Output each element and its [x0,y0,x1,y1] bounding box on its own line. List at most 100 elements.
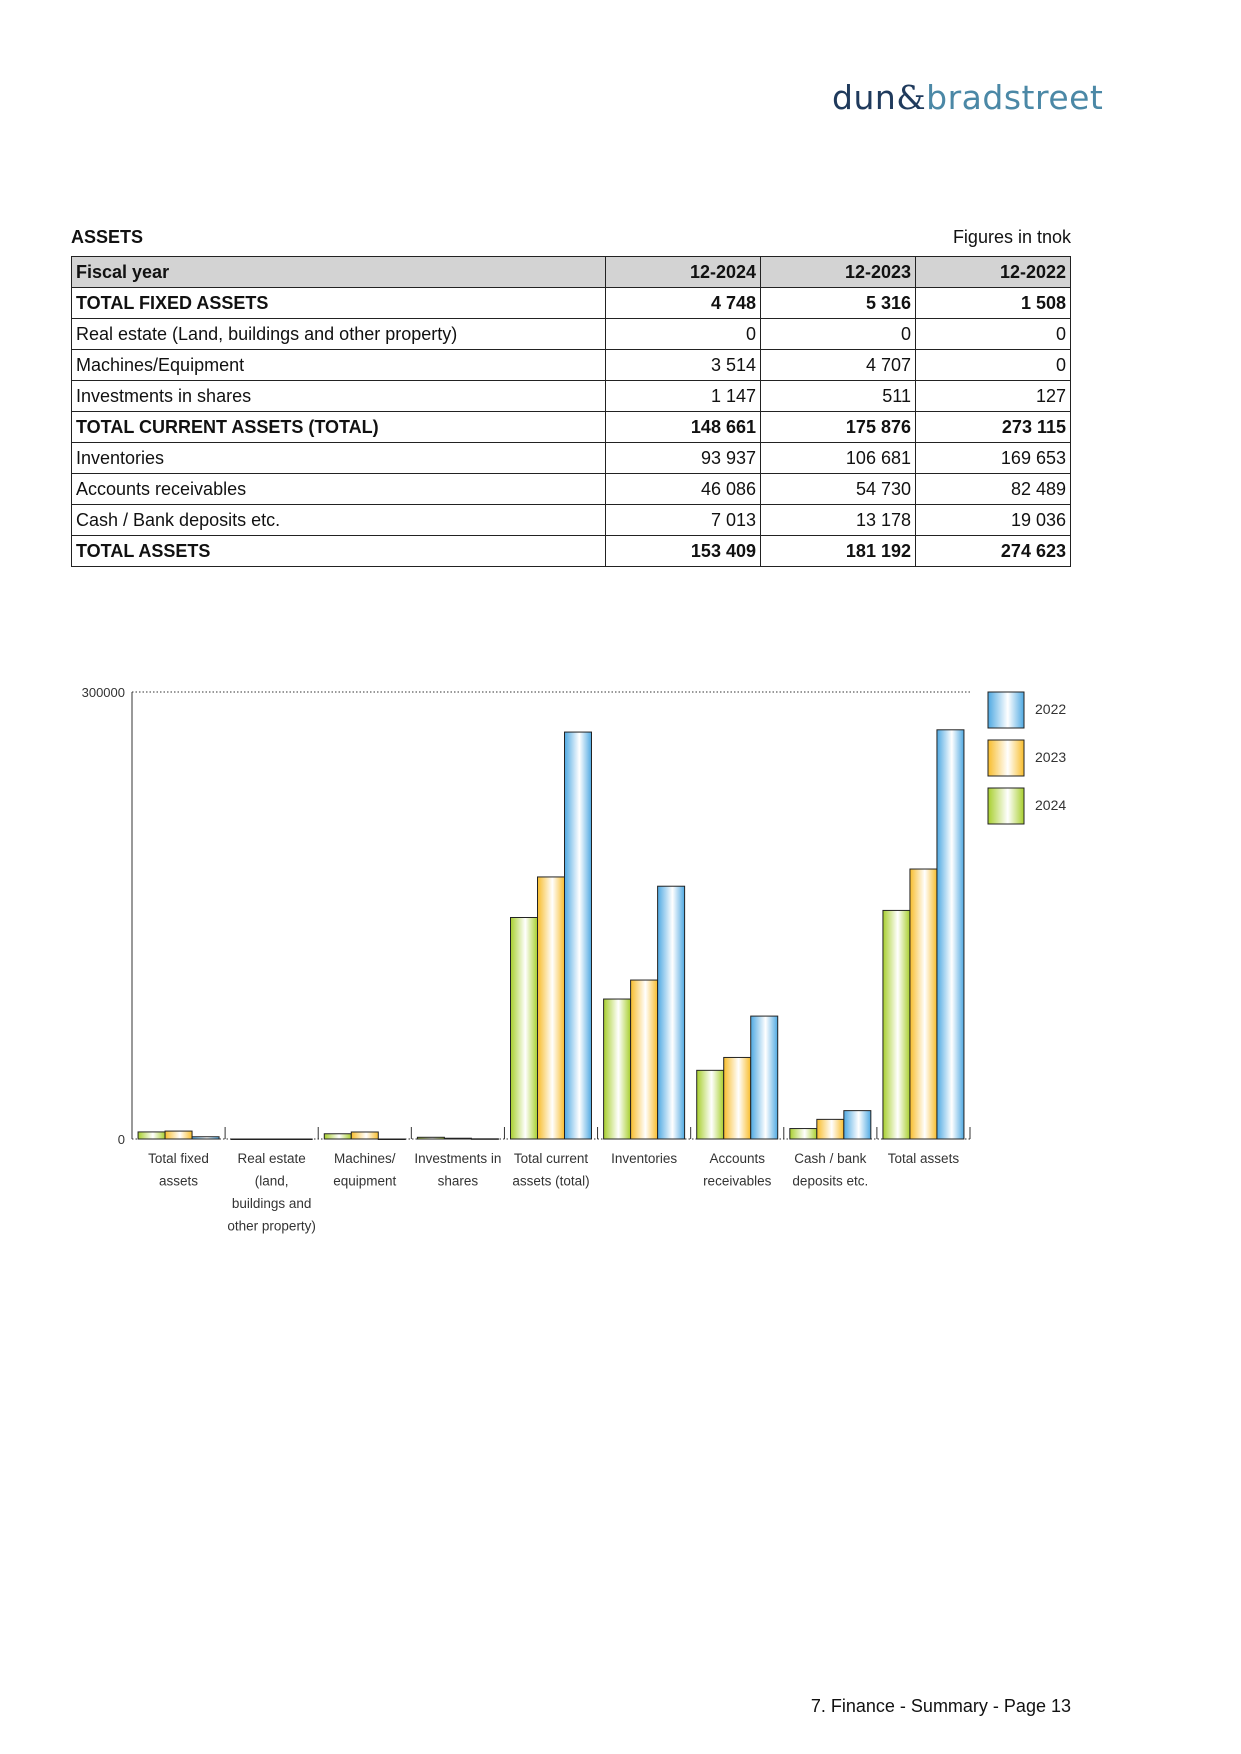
dun-bradstreet-logo: dun&bradstreet [832,78,1104,117]
row-label: Real estate (Land, buildings and other p… [71,318,606,350]
bar-2023-0 [164,1130,193,1140]
x-tick-label: Total fixed [148,1151,209,1166]
value-cell: 5 316 [760,287,916,319]
x-tick-label: Total assets [888,1151,960,1166]
x-tick-label: Real estate [238,1151,306,1166]
row-label: TOTAL FIXED ASSETS [71,287,606,319]
bar-2022-5 [657,885,686,1140]
table-row: Investments in shares 1 147 511 127 [71,380,1071,412]
value-cell: 175 876 [760,411,916,443]
row-label: Machines/Equipment [71,349,606,381]
value-cell: 54 730 [760,473,916,505]
value-cell: 12-2022 [915,256,1071,288]
table-row: Cash / Bank deposits etc. 7 013 13 178 19 0… [71,504,1071,536]
value-cell: 169 653 [915,442,1071,474]
table-row: Accounts receivables 46 086 54 730 82 489 [71,473,1071,505]
assets-bar-chart: 0 300000 Total fixed assets Real estate (land… [82,685,1067,1234]
x-tick-label: Total current [514,1151,589,1166]
bar-2022-2 [377,1138,406,1140]
value-cell: 274 623 [915,535,1071,567]
bar-2023-3 [443,1137,472,1140]
value-cell: 127 [915,380,1071,412]
value-cell: 46 086 [605,473,761,505]
value-cell: 4 748 [605,287,761,319]
bar-2022-4 [564,731,592,1140]
table-row: Machines/Equipment 3 514 4 707 0 [71,349,1071,381]
bar-2023-6 [723,1056,752,1140]
value-cell: 12-2024 [605,256,761,288]
value-cell: 1 508 [915,287,1071,319]
value-cell: 12-2023 [760,256,916,288]
row-label: TOTAL ASSETS [71,535,606,567]
x-tick-label: shares [438,1174,479,1189]
legend-label: 2023 [1035,749,1066,765]
x-tick-label: Investments in [414,1151,501,1166]
bar-2022-8 [936,729,965,1140]
x-tick-label: Cash / bank [794,1151,866,1166]
bar-2023-2 [350,1131,379,1140]
bar-2022-6 [750,1015,779,1140]
row-label: Accounts receivables [71,473,606,505]
value-cell: 0 [915,318,1071,350]
value-cell: 93 937 [605,442,761,474]
value-cell: 19 036 [915,504,1071,536]
assets-table: Fiscal year 12-2024 12-2023 12-2022 TOTAL FI… [71,256,1071,567]
x-tick-label: equipment [333,1174,396,1189]
value-cell: 82 489 [915,473,1071,505]
value-cell: 4 707 [760,349,916,381]
table-row: Real estate (Land, buildings and other p… [71,318,1071,350]
legend-label: 2024 [1035,797,1066,813]
bar-2024-6 [696,1069,725,1140]
value-cell: 0 [760,318,916,350]
row-label: Inventories [71,442,606,474]
x-tick-label: deposits etc. [792,1174,868,1189]
bar-2023-5 [630,979,659,1140]
bar-2023-1 [257,1138,286,1140]
page-footer: 7. Finance - Summary - Page 13 [810,1696,1071,1716]
bar-2024-0 [137,1131,166,1140]
x-tick-label: receivables [703,1174,772,1189]
table-row: TOTAL FIXED ASSETS 4 748 5 316 1 508 [71,287,1071,319]
bar-2023-4 [537,876,565,1140]
value-cell: 0 [915,349,1071,381]
value-cell: 273 115 [915,411,1071,443]
x-tick-label: assets (total) [512,1174,589,1189]
bar-2024-5 [603,998,632,1140]
x-tick-label: assets [159,1174,198,1189]
bar-2024-8 [882,909,911,1140]
table-row: Inventories 93 937 106 681 169 653 [71,442,1071,474]
x-tick-label: Inventories [611,1151,677,1166]
y-tick-label: 300000 [82,685,125,700]
legend-swatch-2024 [987,787,1025,825]
bar-2022-7 [843,1110,872,1140]
value-cell: 13 178 [760,504,916,536]
x-tick-label: (land, [255,1174,289,1189]
value-cell: 3 514 [605,349,761,381]
bar-2024-1 [230,1138,259,1140]
x-tick-label: Machines/ [334,1151,396,1166]
legend-swatch-2022 [987,691,1025,729]
section-title: ASSETS [71,227,144,247]
x-tick-label: buildings and [232,1196,312,1211]
row-label: Fiscal year [71,256,606,288]
value-cell: 1 147 [605,380,761,412]
value-cell: 511 [760,380,916,412]
bar-2022-3 [470,1138,499,1140]
value-cell: 153 409 [605,535,761,567]
row-label: Cash / Bank deposits etc. [71,504,606,536]
bar-2024-7 [789,1128,818,1140]
table-header: Fiscal year 12-2024 12-2023 12-2022 [71,256,1071,288]
bar-2022-0 [191,1136,220,1140]
table-row: TOTAL ASSETS 153 409 181 192 274 623 [71,535,1071,567]
value-cell: 148 661 [605,411,761,443]
legend-swatch-2023 [987,739,1025,777]
bar-2024-3 [416,1136,445,1140]
bar-2024-4 [510,916,538,1140]
table-row: TOTAL CURRENT ASSETS (TOTAL) 148 661 175 8… [71,411,1071,443]
value-cell: 106 681 [760,442,916,474]
legend-label: 2022 [1035,701,1066,717]
value-cell: 181 192 [760,535,916,567]
figures-unit-note: Figures in tnok [952,227,1071,247]
x-tick-label: other property) [227,1219,316,1234]
row-label: TOTAL CURRENT ASSETS (TOTAL) [71,411,606,443]
